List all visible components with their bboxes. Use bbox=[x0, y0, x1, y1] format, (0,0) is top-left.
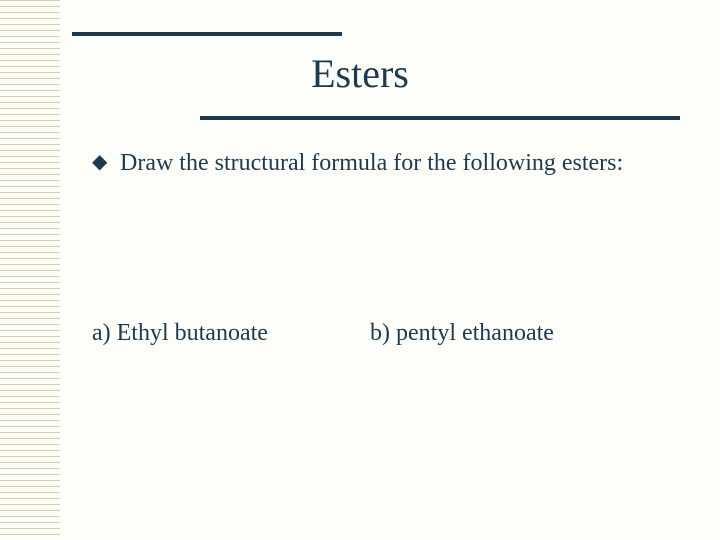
bullet-text: Draw the structural formula for the foll… bbox=[120, 148, 652, 178]
slide-title: Esters bbox=[0, 50, 720, 97]
mid-horizontal-rule bbox=[200, 116, 680, 120]
bullet-marker-icon: ◆ bbox=[92, 150, 107, 175]
top-horizontal-rule bbox=[72, 32, 342, 36]
bullet-item: ◆ Draw the structural formula for the fo… bbox=[92, 148, 652, 178]
list-item-a: a) Ethyl butanoate bbox=[92, 320, 268, 347]
list-item-b: b) pentyl ethanoate bbox=[370, 320, 554, 347]
